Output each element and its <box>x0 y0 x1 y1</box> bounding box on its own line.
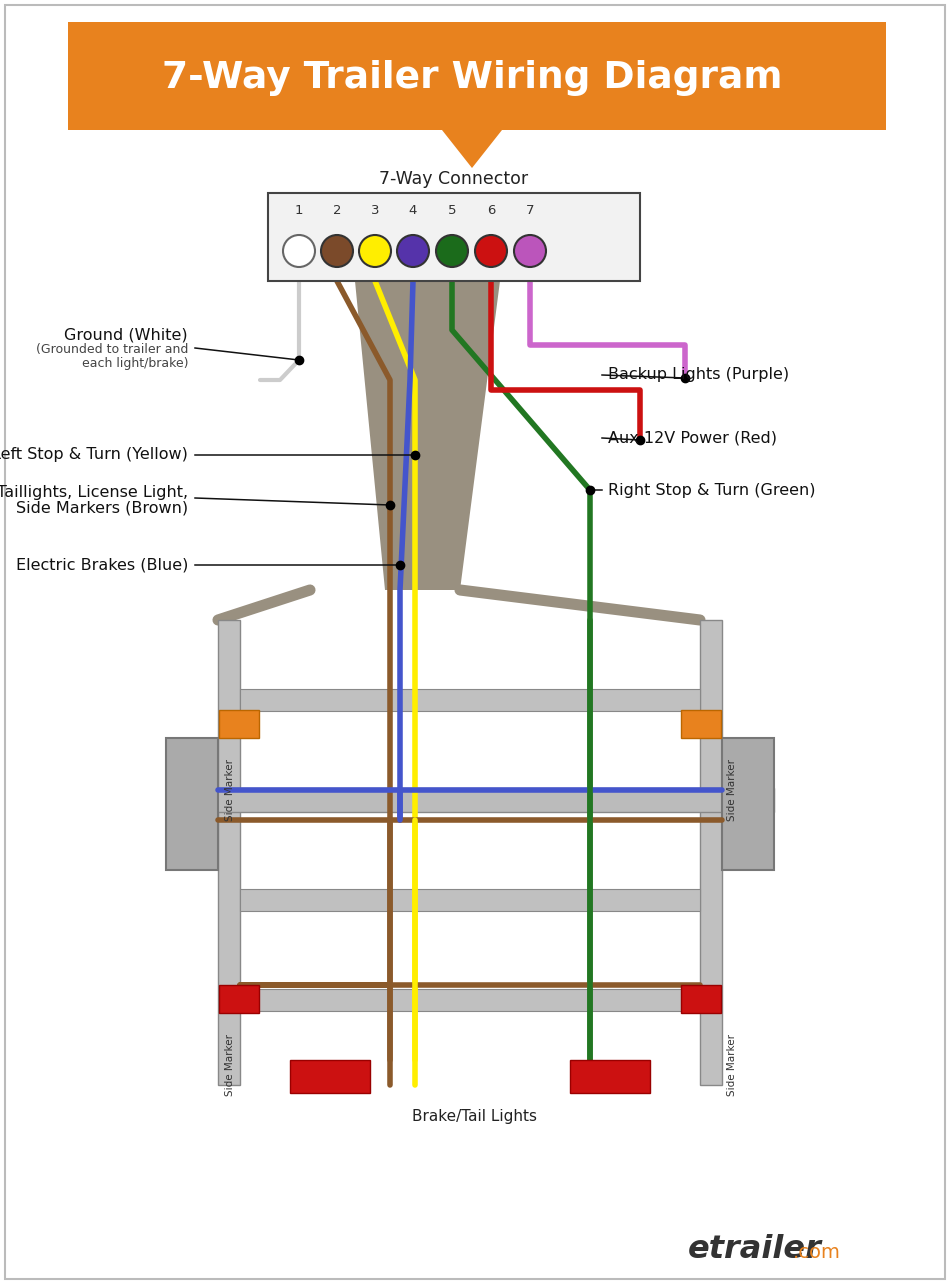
Text: 4: 4 <box>408 203 417 217</box>
Bar <box>681 710 721 738</box>
Text: Aux 12V Power (Red): Aux 12V Power (Red) <box>608 430 777 446</box>
Text: Side Markers (Brown): Side Markers (Brown) <box>16 501 188 515</box>
Text: Side Marker: Side Marker <box>225 759 235 820</box>
Text: Ground (White): Ground (White) <box>65 327 188 343</box>
Text: Side Marker: Side Marker <box>727 759 737 820</box>
Text: each light/brake): each light/brake) <box>82 357 188 370</box>
Text: etrailer: etrailer <box>688 1234 822 1266</box>
Bar <box>219 710 259 738</box>
Text: Right Stop & Turn (Green): Right Stop & Turn (Green) <box>608 483 815 497</box>
Bar <box>722 738 774 871</box>
Text: 2: 2 <box>332 203 341 217</box>
Text: Side Marker: Side Marker <box>225 1034 235 1097</box>
Circle shape <box>514 235 546 267</box>
Circle shape <box>359 235 391 267</box>
Bar <box>240 690 700 711</box>
Text: 6: 6 <box>486 203 495 217</box>
Bar <box>268 193 640 281</box>
Text: 3: 3 <box>370 203 379 217</box>
Text: 5: 5 <box>447 203 456 217</box>
Bar <box>68 22 886 130</box>
Text: (Grounded to trailer and: (Grounded to trailer and <box>36 344 188 357</box>
Polygon shape <box>355 281 500 591</box>
Text: Brake/Tail Lights: Brake/Tail Lights <box>412 1109 538 1125</box>
Text: .com: .com <box>793 1243 841 1261</box>
Circle shape <box>283 235 315 267</box>
Bar <box>700 620 722 1085</box>
Polygon shape <box>442 130 502 168</box>
Text: Left Stop & Turn (Yellow): Left Stop & Turn (Yellow) <box>0 448 188 462</box>
Bar <box>219 985 259 1013</box>
Bar <box>681 985 721 1013</box>
Text: Taillights, License Light,: Taillights, License Light, <box>0 484 188 499</box>
Text: 7: 7 <box>525 203 534 217</box>
Bar <box>240 788 700 811</box>
Text: 1: 1 <box>294 203 303 217</box>
Circle shape <box>397 235 429 267</box>
Text: 7-Way Trailer Wiring Diagram: 7-Way Trailer Wiring Diagram <box>162 60 782 96</box>
Text: Side Marker: Side Marker <box>727 1034 737 1097</box>
Bar <box>570 1061 650 1093</box>
Circle shape <box>475 235 507 267</box>
Text: 7-Way Connector: 7-Way Connector <box>379 169 528 187</box>
Circle shape <box>436 235 468 267</box>
Bar <box>240 889 700 912</box>
Bar <box>240 989 700 1011</box>
Bar <box>218 620 240 1085</box>
Bar <box>290 1061 370 1093</box>
Circle shape <box>321 235 353 267</box>
Bar <box>166 788 774 811</box>
Text: Electric Brakes (Blue): Electric Brakes (Blue) <box>15 557 188 573</box>
Bar <box>166 738 218 871</box>
Text: Backup Lights (Purple): Backup Lights (Purple) <box>608 367 789 383</box>
